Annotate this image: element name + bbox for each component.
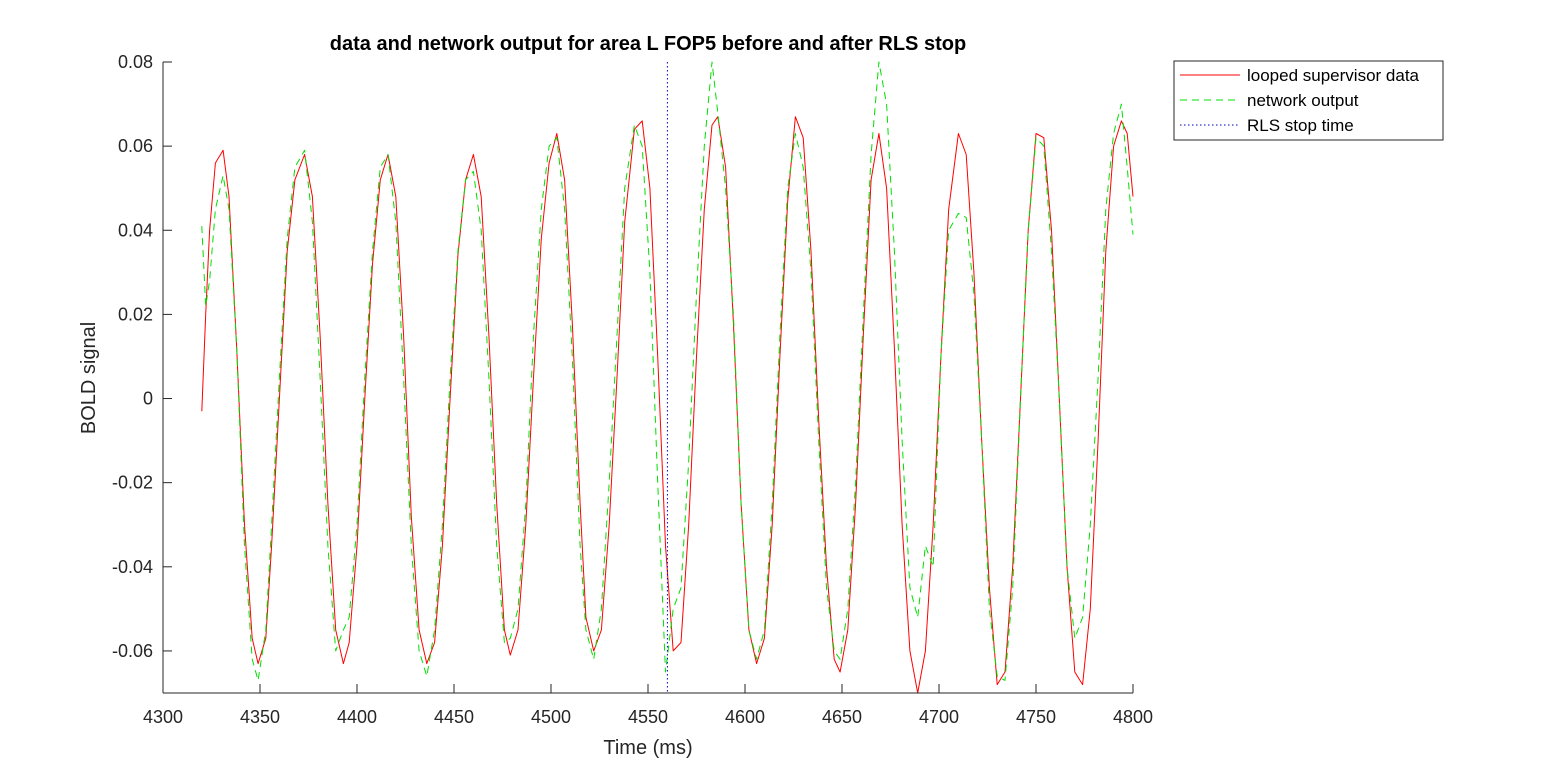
x-tick-label: 4300 (143, 707, 183, 727)
x-tick-label: 4700 (919, 707, 959, 727)
x-tick-label: 4350 (240, 707, 280, 727)
x-axis-label: Time (ms) (603, 737, 692, 759)
y-tick-label: -0.04 (112, 557, 153, 577)
x-tick-label: 4400 (337, 707, 377, 727)
x-tick-label: 4550 (628, 707, 668, 727)
y-axis-ticks: -0.06 -0.04 -0.02 0 0.02 0.04 0.06 0.08 (112, 52, 172, 661)
legend: looped supervisor data network output RL… (1173, 60, 1444, 141)
y-tick-label: 0.04 (118, 220, 153, 240)
y-tick-label: 0.02 (118, 304, 153, 324)
legend-label-rls: RLS stop time (1247, 116, 1354, 135)
series-layer (201, 61, 1134, 694)
chart-title: data and network output for area L FOP5 … (330, 33, 966, 55)
x-tick-label: 4800 (1113, 707, 1153, 727)
x-tick-label: 4450 (434, 707, 474, 727)
y-tick-label: 0.08 (118, 52, 153, 72)
y-tick-label: 0.06 (118, 136, 153, 156)
x-axis-ticks: 4300 4350 4400 4450 4500 4550 4600 4650 4700 4750… (143, 684, 1153, 727)
x-tick-label: 4750 (1016, 707, 1056, 727)
series-line-0 (201, 116, 1134, 694)
x-tick-label: 4650 (822, 707, 862, 727)
x-tick-label: 4500 (531, 707, 571, 727)
legend-label-supervisor: looped supervisor data (1247, 66, 1420, 85)
y-tick-label: -0.06 (112, 641, 153, 661)
y-axis-label: BOLD signal (78, 322, 100, 434)
legend-label-network: network output (1247, 91, 1359, 110)
y-tick-label: 0 (143, 389, 153, 409)
x-tick-label: 4600 (725, 707, 765, 727)
plot-background (163, 62, 1133, 693)
y-tick-label: -0.02 (112, 473, 153, 493)
series-line-1 (201, 61, 1134, 681)
